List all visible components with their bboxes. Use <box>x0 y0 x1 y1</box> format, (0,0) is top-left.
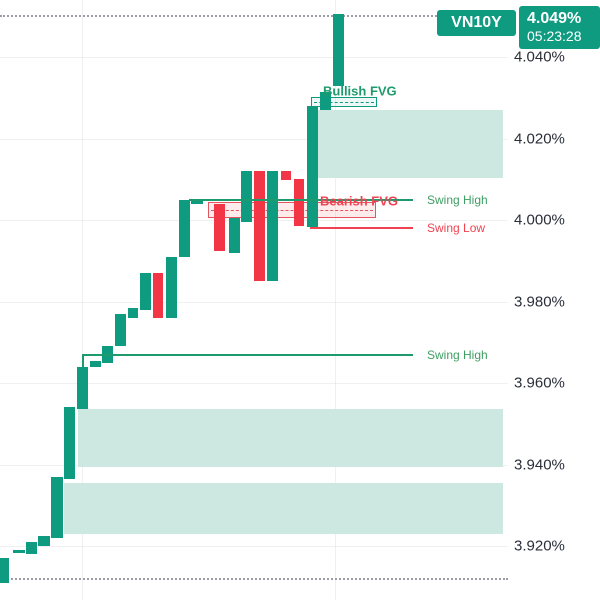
candle <box>64 407 75 479</box>
axis-tick-label: 3.980% <box>514 293 565 310</box>
upper-fvg-zone <box>317 109 503 179</box>
candle <box>38 535 50 546</box>
candle <box>166 256 177 318</box>
vertical-gridline <box>82 0 83 600</box>
candle <box>214 203 225 251</box>
candle <box>90 360 101 367</box>
axis-tick-label: 4.040% <box>514 48 565 66</box>
price-axis[interactable]: 4.040% 4.020% 4.000% 3.980% 3.960% 3.940% 3.92… <box>508 0 600 600</box>
bullish-fvg-label: Bullish FVG <box>323 83 397 99</box>
candle <box>77 366 88 410</box>
candle <box>140 272 151 310</box>
swing-high-line-lower <box>82 353 413 356</box>
candle <box>26 541 37 555</box>
candle <box>254 171 265 282</box>
last-price-value: 4.049% <box>527 10 582 27</box>
candle <box>179 199 190 257</box>
swing-high-line-lower-anchor <box>82 354 84 367</box>
swing-low-line-label: Swing Low <box>427 221 486 236</box>
candle <box>320 91 331 110</box>
candle <box>128 307 138 318</box>
candle <box>241 171 252 223</box>
candle <box>13 550 25 553</box>
bearish-fvg-box-midline <box>211 210 373 211</box>
candle <box>333 14 344 86</box>
horizontal-gridline <box>0 57 508 58</box>
horizontal-gridline <box>0 301 508 303</box>
swing-high-line-upper-label: Swing High <box>427 192 488 207</box>
swing-high-line-upper <box>189 198 413 201</box>
chart-plot-area[interactable]: Swing High Swing Low Swing High Bullish FVG… <box>0 0 508 600</box>
swing-high-line-lower-label: Swing High <box>427 347 488 362</box>
candle <box>51 476 63 538</box>
bullish-fvg-box <box>311 96 377 108</box>
symbol-badge: VN10Y <box>437 10 516 36</box>
swing-low-line <box>310 227 413 230</box>
candle <box>0 558 9 583</box>
bullish-fvg-box-midline <box>314 102 374 104</box>
axis-tick-label: 4.000% <box>514 211 565 229</box>
candle <box>281 171 291 181</box>
candle <box>153 272 163 318</box>
current-price-dotted-line <box>0 15 437 18</box>
candle <box>267 171 278 282</box>
axis-tick-label: 3.920% <box>514 537 565 555</box>
bearish-fvg-label: Bearish FVG <box>320 193 399 209</box>
candle <box>191 200 203 204</box>
axis-tick-label: 4.020% <box>514 130 565 147</box>
candle <box>229 217 240 253</box>
countdown-timer: 05:23:28 <box>527 28 582 44</box>
lower-dotted-line <box>0 578 508 580</box>
candle <box>307 105 318 228</box>
candle <box>294 179 304 227</box>
vertical-gridline <box>335 0 336 600</box>
horizontal-gridline <box>0 383 508 384</box>
middle-fvg-zone <box>78 409 503 467</box>
horizontal-gridline <box>0 546 508 547</box>
horizontal-gridline <box>0 138 508 140</box>
lower-fvg-zone <box>64 482 503 535</box>
axis-tick-label: 3.960% <box>514 374 565 392</box>
last-price-badge: 4.049% 05:23:28 <box>519 6 600 49</box>
axis-tick-label: 3.940% <box>514 456 565 473</box>
candle <box>115 313 126 347</box>
